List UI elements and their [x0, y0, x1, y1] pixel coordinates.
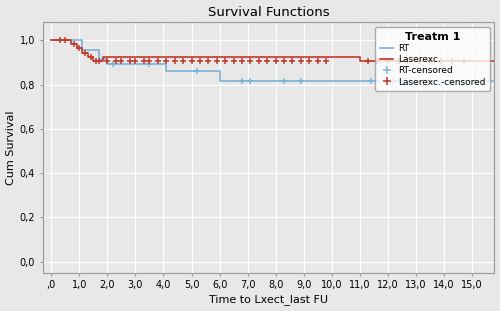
Legend: RT, Laserexc., RT-censored, Laserexc.-censored: RT, Laserexc., RT-censored, Laserexc.-ce…	[376, 27, 490, 91]
Title: Survival Functions: Survival Functions	[208, 6, 330, 19]
Y-axis label: Cum Survival: Cum Survival	[6, 110, 16, 185]
X-axis label: Time to Lxect_last FU: Time to Lxect_last FU	[209, 295, 328, 305]
